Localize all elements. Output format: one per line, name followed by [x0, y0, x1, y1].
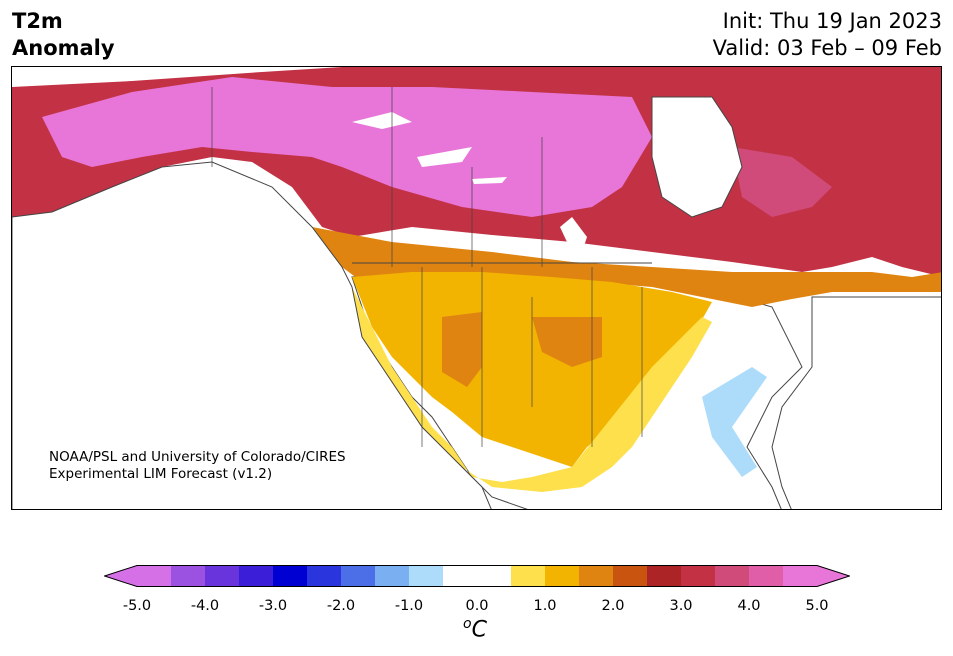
map-canvas	[12, 67, 941, 509]
colorbar-tick-label: -5.0	[122, 598, 152, 614]
pacific-ocean	[12, 161, 492, 509]
colorbar-tick-label: -4.0	[190, 598, 220, 614]
colorbar-tick-label: 3.0	[669, 598, 693, 614]
colorbar-tick-label: 4.0	[737, 598, 761, 614]
border-lines	[211, 87, 643, 447]
forecast-credit: NOAA/PSL and University of Colorado/CIRE…	[49, 449, 346, 483]
colorbar-tick-label: 0.0	[465, 598, 489, 614]
anomaly-band-5-east	[732, 147, 832, 217]
map-title: T2m Anomaly	[12, 8, 115, 62]
colorbar-segment	[171, 565, 206, 587]
colorbar-outline	[102, 565, 852, 587]
init-date: Init: Thu 19 Jan 2023	[722, 9, 942, 33]
credit-line-2: Experimental LIM Forecast (v1.2)	[49, 466, 273, 482]
colorbar-tick-label: -3.0	[258, 598, 288, 614]
colorbar-segment	[681, 565, 716, 587]
colorbar-segment	[749, 565, 784, 587]
colorbar-segment	[443, 565, 478, 587]
colorbar-over-arrow	[817, 565, 850, 587]
colorbar-tick-label: 5.0	[805, 598, 829, 614]
anomaly-band-1	[352, 287, 712, 492]
colorbar-segment	[511, 565, 546, 587]
valid-range: Valid: 03 Feb – 09 Feb	[712, 36, 942, 60]
credit-line-1: NOAA/PSL and University of Colorado/CIRE…	[49, 449, 346, 465]
great-slave-lake	[417, 147, 472, 167]
colorbar-segment	[239, 565, 274, 587]
colorbar-tick-label: 2.0	[601, 598, 625, 614]
anomaly-blob-plains	[532, 317, 602, 367]
anomaly-blob-central	[442, 312, 482, 387]
title-variable: T2m	[12, 9, 63, 33]
colorbar-under-arrow	[104, 565, 137, 587]
colorbar	[102, 565, 852, 587]
anomaly-map	[11, 66, 942, 510]
colorbar-segment	[477, 565, 512, 587]
colorbar-segment	[307, 565, 342, 587]
forecast-dates: Init: Thu 19 Jan 2023 Valid: 03 Feb – 09…	[713, 8, 942, 62]
colorbar-unit: oC	[463, 616, 487, 642]
great-bear-lake	[352, 112, 412, 129]
colorbar-tick-label: 1.0	[533, 598, 557, 614]
anomaly-cold-southeast	[702, 367, 767, 477]
colorbar-segment	[783, 565, 818, 587]
hudson-bay	[651, 96, 743, 218]
colorbar-tick-label: -2.0	[326, 598, 356, 614]
colorbar-segment	[545, 565, 580, 587]
colorbar-tick-label: -1.0	[394, 598, 424, 614]
colorbar-segment	[205, 565, 240, 587]
colorbar-segment	[273, 565, 308, 587]
title-variable-type: Anomaly	[12, 36, 115, 60]
lake-athabasca	[472, 177, 507, 184]
colorbar-graphic	[102, 565, 852, 587]
colorbar-segment	[715, 565, 750, 587]
colorbar-segment	[409, 565, 444, 587]
colorbar-segment	[137, 565, 172, 587]
anomaly-band-2	[312, 227, 941, 307]
unit-letter: C	[471, 617, 487, 643]
lake-winnipeg	[560, 217, 587, 252]
colorbar-segment	[613, 565, 648, 587]
colorbar-segment	[375, 565, 410, 587]
degree-mark: o	[463, 616, 472, 632]
colorbar-segment	[579, 565, 614, 587]
atlantic-ocean	[771, 296, 941, 509]
colorbar-segment	[647, 565, 682, 587]
colorbar-segment	[341, 565, 376, 587]
